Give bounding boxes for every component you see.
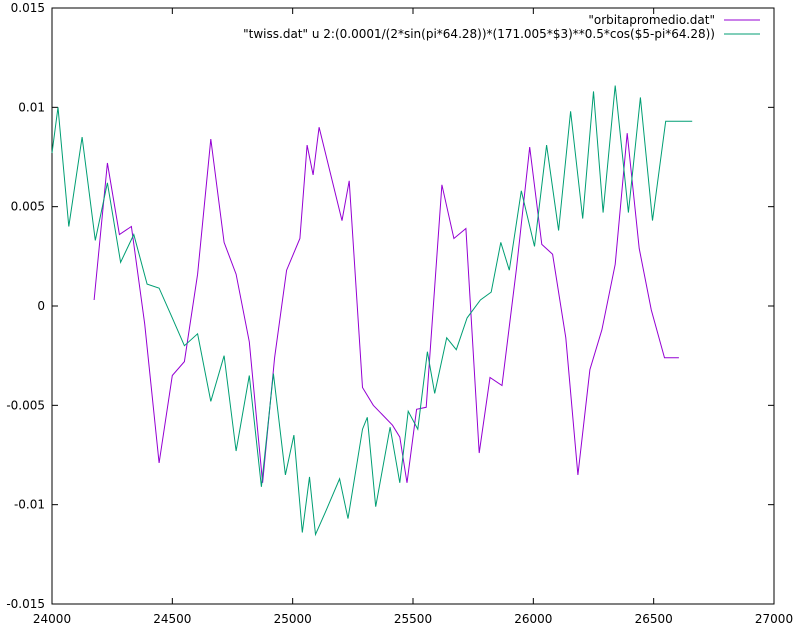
y-tick-label: 0 (37, 299, 45, 313)
x-tick-label: 25500 (394, 612, 432, 626)
x-tick-label: 24500 (153, 612, 191, 626)
plot-frame (51, 7, 775, 605)
legend-label-1: "orbitapromedio.dat" (588, 13, 715, 27)
series-line-2 (51, 85, 693, 537)
y-tick-label: -0.005 (6, 398, 45, 412)
series-layer (51, 85, 693, 537)
x-tick-label: 26000 (514, 612, 552, 626)
x-tick-label: 26500 (635, 612, 673, 626)
series-line-1 (93, 127, 679, 483)
x-tick-label: 27000 (755, 612, 793, 626)
legend: "orbitapromedio.dat""twiss.dat" u 2:(0.0… (243, 13, 760, 41)
y-tick-label: 0.01 (18, 100, 45, 114)
y-tick-label: 0.015 (11, 1, 45, 15)
y-tick-label: -0.015 (6, 597, 45, 611)
x-tick-label: 25000 (274, 612, 312, 626)
x-axis: 24000 24500 25000 25500 26000 26500 27000 (33, 8, 793, 626)
y-tick-label: 0.005 (11, 200, 45, 214)
y-axis: -0.015 -0.01 -0.005 0 0.005 0.01 0.015 (6, 1, 774, 611)
x-tick-label: 24000 (33, 612, 71, 626)
legend-label-2: "twiss.dat" u 2:(0.0001/(2*sin(pi*64.28)… (243, 27, 715, 41)
y-tick-label: -0.01 (14, 498, 45, 512)
